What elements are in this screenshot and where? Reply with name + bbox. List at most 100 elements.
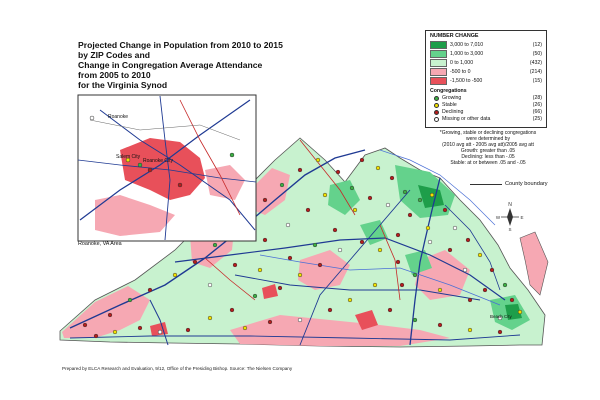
legend-class: 0 to 1,000 (432) [430,59,544,67]
congregation-marker [497,315,503,321]
congregation-label: Stable [442,102,457,108]
congregation-marker [82,322,88,328]
congregation-count: (28) [532,95,542,101]
title-line: for the Virginia Synod [78,80,168,90]
congregation-marker [262,197,268,203]
legend-count: (50) [532,51,542,57]
inset-map: Roanoke Salem City Roanoke City [77,94,257,242]
congregation-dot [434,95,439,101]
congregation-marker [257,267,263,273]
congregation-marker [262,237,268,243]
county-boundary-label: County boundary [505,181,548,187]
congregation-marker [425,225,431,231]
congregation-marker [317,262,323,268]
congregation-marker [229,307,235,313]
congregation-marker [437,322,443,328]
congregation-marker [387,307,393,313]
congregation-marker [252,293,258,299]
congregation-marker [312,242,318,248]
decline-zone-red-1 [355,310,378,330]
congregation-marker [395,259,401,265]
congregation-marker [359,157,365,163]
congregation-marker [147,287,153,293]
congregation-marker [372,282,378,288]
route-red-3 [379,224,401,301]
legend-count: (15) [532,78,542,84]
eastern-shore [519,231,549,296]
inset-congregation [177,182,183,188]
inset-congregation [89,115,95,121]
congregations-heading: Congregations [430,88,467,94]
us-58 [69,334,521,341]
congregation-marker [447,247,453,253]
congregation-marker [442,207,448,213]
congregation-marker [192,259,198,265]
congregation-marker [377,247,383,253]
congregation-marker [232,262,238,268]
congregation-marker [277,285,283,291]
note-line: Growth: greater than .05 [460,148,516,154]
congregation-marker [279,182,285,188]
legend-swatch [430,59,447,67]
congregation-marker [157,329,163,335]
legend-swatch [430,50,447,58]
congregation-marker [465,237,471,243]
congregation-marker [477,252,483,258]
title-line: from 2005 to 2010 [78,70,151,80]
congregation-marker [399,282,405,288]
decline-zone-red-3 [262,284,278,299]
congregation-marker [402,189,408,195]
congregation-marker [349,185,355,191]
title-line: Change in Congregation Average Attendanc… [78,60,263,70]
congregation-marker [285,222,291,228]
title-line: Projected Change in Population from 2010… [78,40,283,50]
inset-label-salem: Salem City [116,154,141,160]
decline-zone-southside [230,315,450,346]
note-line: were determined by [466,136,510,142]
inset-suburban-zone [95,195,175,236]
legend-swatch [430,68,447,76]
growth-zone-richmond [405,250,432,275]
congregation-marker [452,225,458,231]
note-line: Stable: at or between .05 and -.05 [450,160,526,166]
congregation-marker [375,165,381,171]
congregation-marker [172,272,178,278]
legend-range: 0 to 1,000 [450,60,474,66]
congregation-marker [395,232,401,238]
note-line: (2010 avg att - 2005 avg att)/2005 avg a… [442,142,534,148]
congregation-marker [107,312,113,318]
inset-road-red [179,99,241,216]
congregation-marker [467,327,473,333]
congregation-markers [82,157,523,339]
congregation-marker [297,317,303,323]
river-potomac [379,149,496,226]
congregation-marker [207,315,213,321]
congregation-label: Missing or other data [442,116,491,122]
us-17 [444,204,501,291]
congregation-marker [437,287,443,293]
congregation-class: Growing (28) [434,95,544,101]
congregation-marker [389,175,395,181]
inset-label-roanoke: Roanoke [108,114,128,120]
congregation-marker [335,169,341,175]
congregation-marker [417,197,423,203]
congregation-marker [212,242,218,248]
congregation-marker [327,307,333,313]
congregation-marker [385,202,391,208]
compass-north: N [508,202,512,208]
congregation-marker [407,212,413,218]
congregation-marker [502,282,508,288]
interstate-95 [409,177,441,346]
inset-boundary [89,119,241,141]
congregation-marker [337,247,343,253]
congregation-marker [427,239,433,245]
legend-class: 1,000 to 3,000 (50) [430,50,544,58]
congregation-marker [242,325,248,331]
legend-class: -1,500 to -500 (15) [430,77,544,85]
compass-west: W [496,215,501,220]
map-legend: NUMBER CHANGE 3,000 to 7,010 (12) 1,000 … [425,30,547,128]
county-boundary-line [470,184,502,185]
note-line: Declining: less than -.05 [461,154,515,160]
